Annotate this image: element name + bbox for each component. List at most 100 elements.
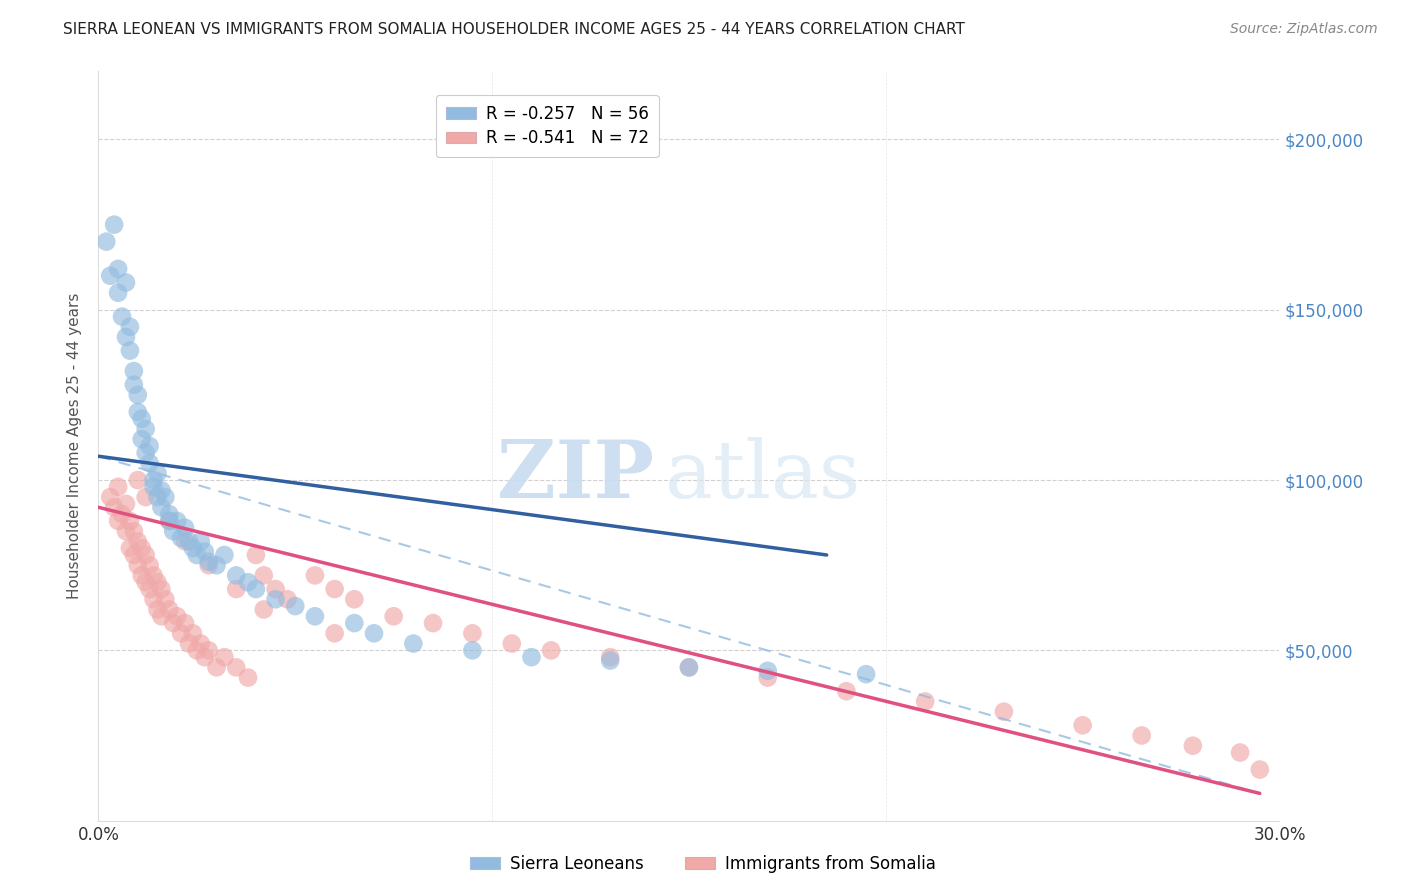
Point [174,616,197,631]
Point [343,616,366,631]
Point [155,490,177,504]
Point [138,582,160,596]
Legend: Sierra Leoneans, Immigrants from Somalia: Sierra Leoneans, Immigrants from Somalia [463,848,943,880]
Point [323,626,346,640]
Point [131,568,153,582]
Point [756,664,779,678]
Point [678,660,700,674]
Point [118,514,141,528]
Point [461,626,484,640]
Point [197,558,219,573]
Point [382,609,405,624]
Point [599,650,621,665]
Point [155,592,177,607]
Y-axis label: Householder Income Ages 25 - 44 years: Householder Income Ages 25 - 44 years [67,293,83,599]
Point [122,377,145,392]
Point [166,514,188,528]
Point [166,609,188,624]
Point [142,480,165,494]
Point [264,592,287,607]
Point [284,599,307,613]
Point [993,705,1015,719]
Point [150,582,173,596]
Point [115,497,138,511]
Point [170,626,193,640]
Point [197,555,219,569]
Point [678,660,700,674]
Text: atlas: atlas [665,437,860,515]
Point [253,602,276,616]
Point [540,643,562,657]
Point [190,534,212,549]
Point [157,602,180,616]
Point [214,650,236,665]
Legend: R = -0.257   N = 56, R = -0.541   N = 72: R = -0.257 N = 56, R = -0.541 N = 72 [436,95,659,157]
Point [304,609,326,624]
Point [127,388,149,402]
Point [304,568,326,582]
Point [118,541,141,556]
Point [245,548,267,562]
Point [150,609,173,624]
Point [118,319,141,334]
Point [146,602,169,616]
Point [264,582,287,596]
Point [756,671,779,685]
Text: SIERRA LEONEAN VS IMMIGRANTS FROM SOMALIA HOUSEHOLDER INCOME AGES 25 - 44 YEARS : SIERRA LEONEAN VS IMMIGRANTS FROM SOMALI… [63,22,965,37]
Point [122,548,145,562]
Point [127,405,149,419]
Point [131,411,153,425]
Point [122,524,145,538]
Text: ZIP: ZIP [496,437,654,515]
Point [225,660,247,674]
Point [363,626,385,640]
Point [115,276,138,290]
Point [118,343,141,358]
Point [142,568,165,582]
Point [135,446,157,460]
Point [162,524,184,538]
Point [1229,746,1251,760]
Point [174,534,197,549]
Point [146,467,169,481]
Point [170,531,193,545]
Point [177,636,200,650]
Point [131,432,153,446]
Point [107,261,129,276]
Point [103,500,125,515]
Point [127,534,149,549]
Point [127,558,149,573]
Point [146,490,169,504]
Point [103,218,125,232]
Point [1130,729,1153,743]
Point [111,507,134,521]
Point [835,684,858,698]
Point [236,671,259,685]
Point [122,364,145,378]
Point [1249,763,1271,777]
Point [174,521,197,535]
Point [214,548,236,562]
Point [197,643,219,657]
Point [157,514,180,528]
Point [501,636,523,650]
Point [190,636,212,650]
Point [181,541,204,556]
Point [146,575,169,590]
Point [225,568,247,582]
Point [186,548,208,562]
Point [855,667,877,681]
Point [225,582,247,596]
Point [142,473,165,487]
Point [131,541,153,556]
Point [157,514,180,528]
Point [107,514,129,528]
Point [98,490,121,504]
Point [181,626,204,640]
Point [599,654,621,668]
Point [135,490,157,504]
Point [422,616,444,631]
Point [150,483,173,498]
Point [194,544,217,558]
Point [253,568,276,582]
